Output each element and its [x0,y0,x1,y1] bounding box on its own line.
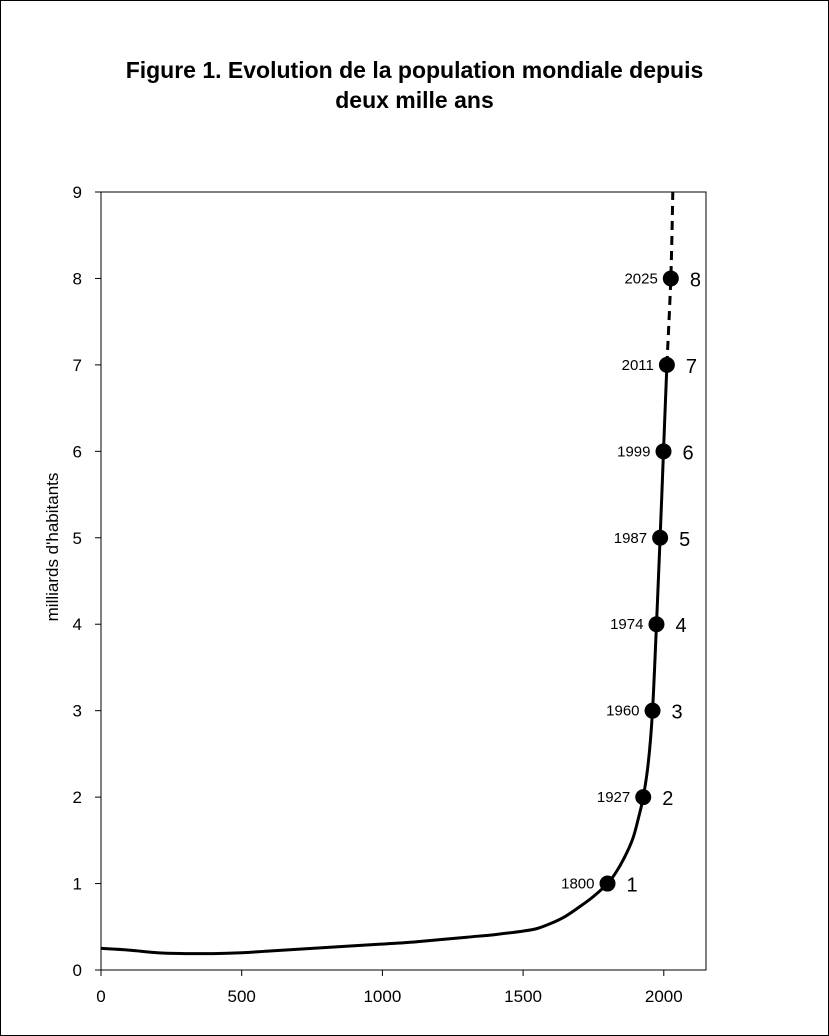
point-2025 [662,270,679,287]
point-1999 [655,443,672,460]
number-label-8: 8 [690,269,701,291]
number-label-4: 4 [675,615,686,637]
y-axis-label: milliards d'habitants [43,473,62,622]
point-1987 [652,529,669,546]
number-label-6: 6 [683,442,694,464]
number-label-5: 5 [679,529,690,551]
point-1927 [635,789,652,806]
x-tick-label-1000: 1000 [363,987,401,1006]
point-2011 [658,356,675,373]
y-tick-label-6: 6 [73,442,82,461]
point-1974 [648,616,665,633]
year-label-2025: 2025 [624,270,657,287]
x-tick-label-1500: 1500 [504,987,542,1006]
x-tick-label-0: 0 [96,987,105,1006]
y-tick-label-1: 1 [73,875,82,894]
x-tick-label-500: 500 [228,987,256,1006]
projection-line-dashed [665,191,675,365]
y-tick-label-7: 7 [73,356,82,375]
y-tick-label-8: 8 [73,269,82,288]
chart-title: Figure 1. Evolution de la population mon… [0,55,829,115]
plot-area: 0 1 2 3 4 5 6 7 8 9 0 500 1000 1500 2000 2025 8 2011 7 1999… [73,183,707,1006]
y-tick-label-0: 0 [73,961,82,980]
y-tick-label-5: 5 [73,529,82,548]
population-line [100,364,669,956]
number-label-1: 1 [627,875,638,897]
number-label-3: 3 [672,702,683,724]
number-label-2: 2 [662,788,673,810]
year-label-1927: 1927 [597,789,630,806]
y-tick-label-3: 3 [73,702,82,721]
year-label-2011: 2011 [622,357,654,374]
number-label-7: 7 [686,356,697,378]
chart-title-line-2: deux mille ans [335,87,494,113]
point-1800 [599,875,616,892]
plot-border [100,191,707,971]
year-label-1800: 1800 [561,876,594,893]
y-tick-label-4: 4 [73,615,82,634]
point-1960 [644,702,661,719]
y-tick-label-9: 9 [73,183,82,202]
chart-title-line-1: Figure 1. Evolution de la population mon… [125,57,704,83]
year-label-1999: 1999 [617,443,650,460]
year-label-1987: 1987 [614,530,647,547]
y-tick-label-2: 2 [73,788,82,807]
year-label-1960: 1960 [606,703,639,720]
x-tick-label-2000: 2000 [645,987,683,1006]
year-label-1974: 1974 [610,616,643,633]
